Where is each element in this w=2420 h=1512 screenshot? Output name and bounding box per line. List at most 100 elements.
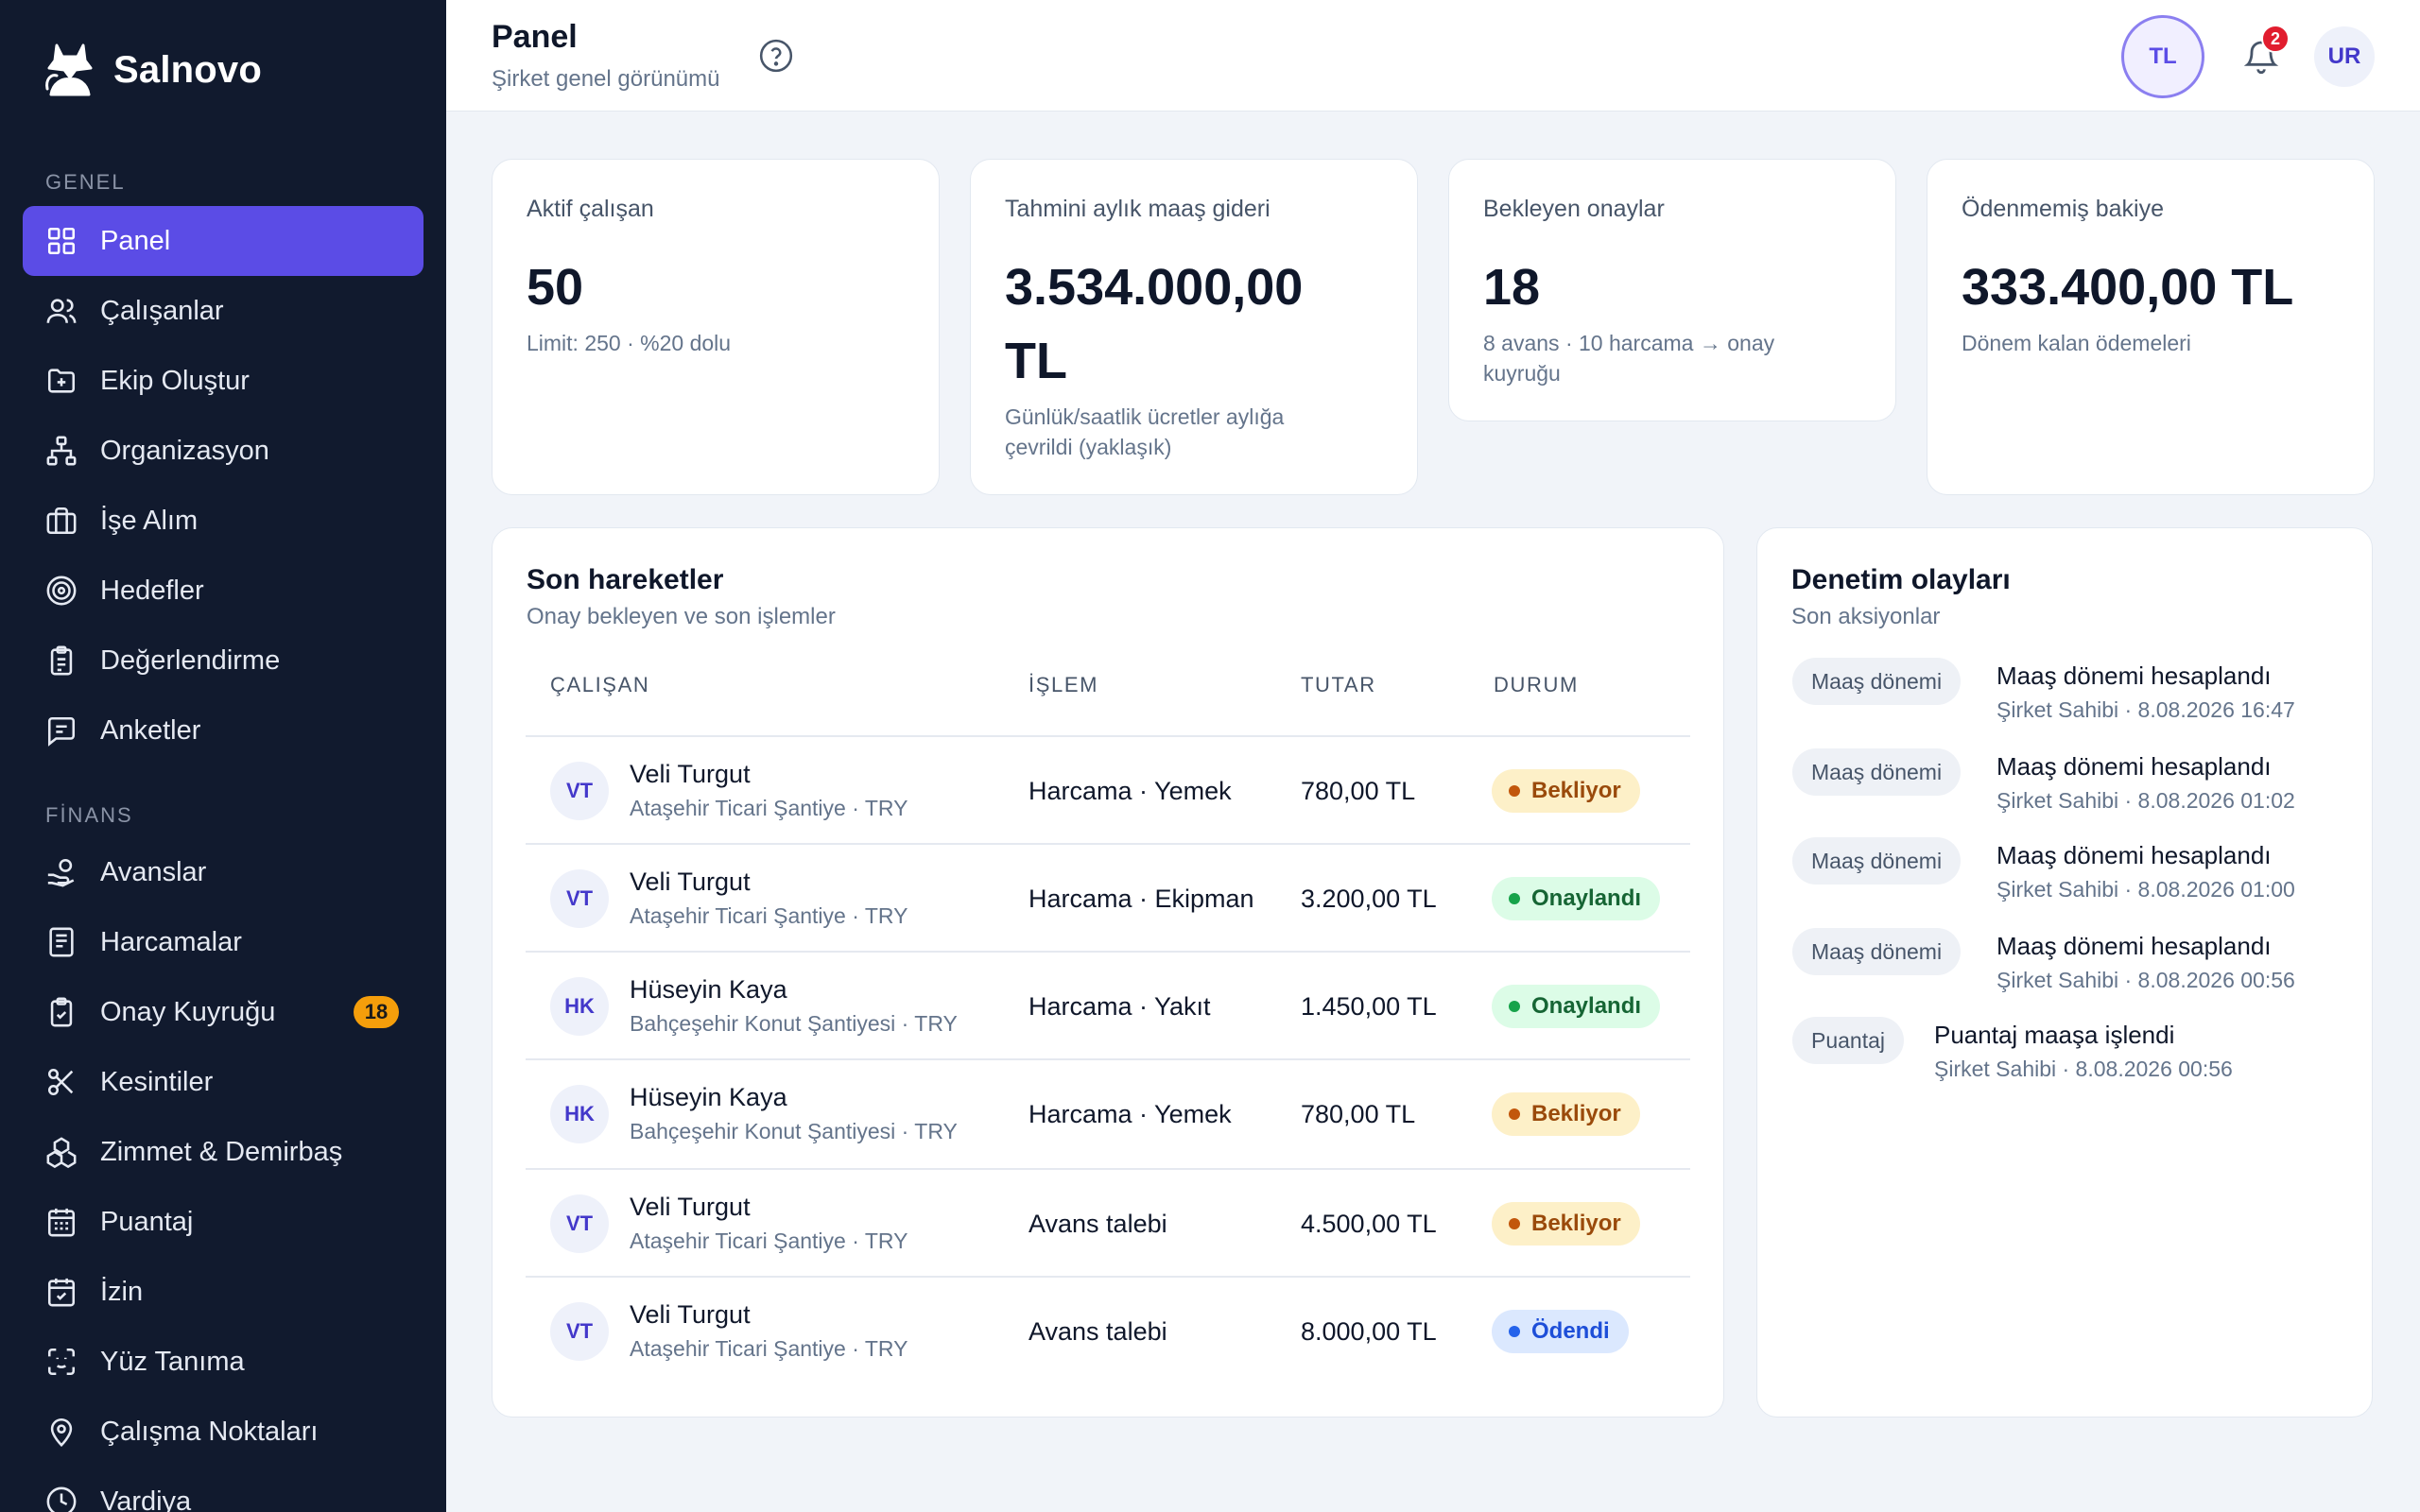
sidebar-item-label: Onay Kuyruğu [100, 996, 276, 1027]
employee-avatar: HK [550, 977, 609, 1036]
audit-tag: Maaş dönemi [1792, 928, 1962, 975]
audit-tag: Maaş dönemi [1792, 658, 1962, 705]
audit-title: Maaş dönemi hesaplandı [1996, 752, 2272, 781]
stat-label: Ödenmemiş bakiye [1962, 196, 2164, 222]
face-scan-icon [47, 1348, 76, 1376]
stat-value: 333.400,00 TL [1962, 259, 2294, 316]
operation: Avans talebi [1028, 1210, 1167, 1238]
sidebar-item-anketler[interactable]: Anketler [23, 696, 424, 765]
sidebar-item-label: Yüz Tanıma [100, 1346, 245, 1377]
boxes-icon [46, 1137, 77, 1168]
sidebar: Salnovo GENEL Panel Çalışanlar Ekip Oluş… [0, 0, 446, 1512]
employee-site: Ataşehir Ticari Şantiye · TRY [630, 903, 908, 928]
sidebar-item-ise-alim[interactable]: İşe Alım [23, 486, 424, 556]
column-header-islem[interactable]: İŞLEM [1028, 673, 1099, 696]
grid-icon [47, 227, 76, 255]
user-avatar[interactable]: UR [2314, 26, 2375, 87]
amount: 8.000,00 TL [1301, 1317, 1437, 1346]
stat-card-aktif-calisan: Aktif çalışan 50 Limit: 250 · %20 dolu [492, 159, 940, 495]
clipboard-check-icon [50, 997, 73, 1027]
sidebar-item-organizasyon[interactable]: Organizasyon [23, 416, 424, 486]
employee-site: Ataşehir Ticari Şantiye · TRY [630, 1336, 908, 1361]
sidebar-item-calisma-noktalari[interactable]: Çalışma Noktaları [23, 1397, 424, 1467]
sidebar-item-label: Puantaj [100, 1206, 194, 1237]
clipboard-icon [50, 645, 73, 676]
users-icon [46, 299, 77, 323]
sidebar-item-label: Harcamalar [100, 926, 242, 957]
employee-site: Ataşehir Ticari Şantiye · TRY [630, 796, 908, 820]
employee-site: Bahçeşehir Konut Şantiyesi · TRY [630, 1119, 958, 1143]
sidebar-item-label: Ekip Oluştur [100, 365, 250, 396]
sidebar-item-label: Anketler [100, 714, 201, 746]
notification-count-badge: 2 [2261, 25, 2290, 53]
message-square-icon [47, 716, 76, 747]
fox-logo-icon [45, 43, 93, 96]
sidebar-item-panel[interactable]: Panel [23, 206, 424, 276]
card-title: Denetim olayları [1791, 564, 2011, 595]
transactions-card: Son hareketler Onay bekleyen ve son işle… [492, 527, 1724, 1418]
audit-title: Maaş dönemi hesaplandı [1996, 662, 2272, 690]
stat-label: Bekleyen onaylar [1483, 196, 1665, 222]
stat-label: Aktif çalışan [527, 196, 654, 222]
table-row[interactable]: VT Veli Turgut Ataşehir Ticari Şantiye ·… [526, 843, 1690, 951]
employee-name: Veli Turgut [630, 868, 751, 896]
bell-icon[interactable] [2242, 38, 2280, 76]
org-chart-icon [46, 436, 77, 466]
stat-value: 18 [1483, 259, 1541, 316]
sidebar-item-vardiya[interactable]: Vardiya [23, 1467, 424, 1512]
column-header-tutar[interactable]: TUTAR [1301, 673, 1376, 696]
table-row[interactable]: HK Hüseyin Kaya Bahçeşehir Konut Şantiye… [526, 1058, 1690, 1166]
sidebar-item-yuz-tanima[interactable]: Yüz Tanıma [23, 1327, 424, 1397]
section-label-genel: GENEL [45, 170, 126, 194]
map-pin-icon [50, 1418, 73, 1447]
audit-meta: Şirket Sahibi · 8.08.2026 00:56 [1934, 1057, 2233, 1081]
help-circle-icon[interactable] [758, 38, 794, 74]
receipt-icon [49, 927, 74, 957]
employee-name: Veli Turgut [630, 1300, 751, 1329]
onay-count-badge: 18 [354, 996, 399, 1028]
top-header: Panel Şirket genel görünümü TL 2 UR [446, 0, 2420, 112]
audit-meta: Şirket Sahibi · 8.08.2026 01:02 [1996, 788, 2295, 813]
stat-label: Tahmini aylık maaş gideri [1005, 196, 1270, 222]
stat-note: Limit: 250 · %20 dolu [527, 331, 732, 355]
sidebar-item-zimmet[interactable]: Zimmet & Demirbaş [23, 1117, 424, 1187]
currency-button[interactable]: TL [2121, 15, 2204, 98]
table-row[interactable]: VT Veli Turgut Ataşehir Ticari Şantiye ·… [526, 735, 1690, 843]
sidebar-item-onay-kuyrugu[interactable]: Onay Kuyruğu 18 [23, 977, 424, 1047]
sidebar-item-harcamalar[interactable]: Harcamalar [23, 907, 424, 977]
sidebar-item-hedefler[interactable]: Hedefler [23, 556, 424, 626]
section-label-finans: FİNANS [45, 803, 133, 827]
status-badge: Ödendi [1492, 1310, 1629, 1353]
sidebar-item-degerlendirme[interactable]: Değerlendirme [23, 626, 424, 696]
sidebar-item-calisanlar[interactable]: Çalışanlar [23, 276, 424, 346]
audit-title: Maaş dönemi hesaplandı [1996, 932, 2272, 960]
table-row[interactable]: VT Veli Turgut Ataşehir Ticari Şantiye ·… [526, 1276, 1690, 1383]
employee-avatar: VT [550, 1194, 609, 1253]
target-icon [46, 576, 77, 606]
status-badge: Bekliyor [1492, 1092, 1640, 1136]
brand-name: Salnovo [113, 48, 262, 91]
sidebar-item-avanslar[interactable]: Avanslar [23, 837, 424, 907]
column-header-durum[interactable]: DURUM [1494, 673, 1579, 696]
employee-name: Hüseyin Kaya [630, 1083, 787, 1111]
amount: 3.200,00 TL [1301, 885, 1437, 913]
status-badge: Onaylandı [1492, 877, 1661, 920]
audit-tag: Maaş dönemi [1792, 748, 1962, 796]
sidebar-item-izin[interactable]: İzin [23, 1257, 424, 1327]
table-row[interactable]: HK Hüseyin Kaya Bahçeşehir Konut Şantiye… [526, 951, 1690, 1058]
employee-avatar: VT [550, 869, 609, 928]
audit-tag: Puantaj [1792, 1017, 1905, 1064]
sidebar-item-label: Çalışanlar [100, 295, 224, 326]
audit-title: Puantaj maaşa işlendi [1934, 1021, 2175, 1049]
sidebar-item-puantaj[interactable]: Puantaj [23, 1187, 424, 1257]
sidebar-item-ekip-olustur[interactable]: Ekip Oluştur [23, 346, 424, 416]
audit-tag: Maaş dönemi [1792, 837, 1962, 885]
sidebar-item-kesintiler[interactable]: Kesintiler [23, 1047, 424, 1117]
amount: 1.450,00 TL [1301, 992, 1437, 1021]
column-header-calisan[interactable]: ÇALIŞAN [550, 673, 650, 696]
calendar-check-icon [47, 1278, 76, 1307]
status-badge: Onaylandı [1492, 985, 1661, 1028]
employee-site: Bahçeşehir Konut Şantiyesi · TRY [630, 1011, 958, 1036]
brand[interactable]: Salnovo [43, 42, 262, 98]
table-row[interactable]: VT Veli Turgut Ataşehir Ticari Şantiye ·… [526, 1168, 1690, 1276]
